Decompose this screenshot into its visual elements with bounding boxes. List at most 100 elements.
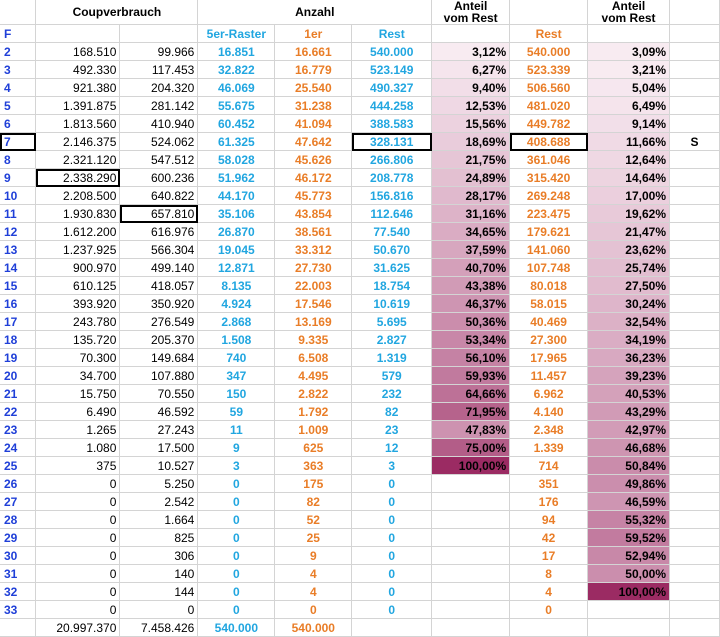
cell-coupverbrauch-b[interactable]: 107.880 — [119, 366, 199, 385]
cell-rest-2[interactable]: 58.015 — [509, 294, 589, 313]
cell-rest[interactable]: 579 — [351, 366, 433, 385]
cell-anteil-1[interactable] — [431, 474, 511, 493]
cell-anteil-1[interactable]: 24,89% — [431, 168, 511, 187]
cell-rest-2[interactable]: 269.248 — [509, 186, 589, 205]
cell-coupverbrauch-a[interactable]: 0 — [35, 600, 121, 619]
cell-anteil-2[interactable]: 32,54% — [587, 312, 670, 331]
header-anteil-2[interactable]: Anteil vom Rest — [587, 0, 670, 25]
cell-marker[interactable] — [669, 96, 720, 115]
cell-anteil-1[interactable]: 21,75% — [431, 150, 511, 169]
cell-anteil-2[interactable]: 6,49% — [587, 96, 670, 115]
subheader-5er-raster[interactable]: 5er-Raster — [197, 24, 276, 43]
cell-5er-raster[interactable]: 0 — [197, 474, 276, 493]
subheader-1er[interactable]: 1er — [274, 24, 353, 43]
cell-anteil-2[interactable]: 17,00% — [587, 186, 670, 205]
cell-1er[interactable]: 363 — [274, 456, 353, 475]
cell-marker[interactable] — [669, 348, 720, 367]
cell-rest[interactable]: 444.258 — [351, 96, 433, 115]
cell-rest[interactable]: 2.827 — [351, 330, 433, 349]
cell-coupverbrauch-a[interactable]: 1.930.830 — [35, 204, 121, 223]
cell-anteil-1[interactable] — [431, 564, 511, 583]
cell-anteil-2[interactable]: 3,21% — [587, 60, 670, 79]
cell-f[interactable]: 28 — [0, 510, 37, 529]
cell-5er-raster[interactable]: 1.508 — [197, 330, 276, 349]
cell-5er-raster[interactable]: 0 — [197, 528, 276, 547]
cell-marker[interactable] — [669, 402, 720, 421]
cell-rest[interactable]: 0 — [351, 600, 433, 619]
cell-empty[interactable] — [587, 618, 670, 637]
cell-coupverbrauch-a[interactable]: 375 — [35, 456, 121, 475]
cell-anteil-1[interactable]: 53,34% — [431, 330, 511, 349]
cell-empty[interactable] — [509, 0, 589, 25]
cell-marker[interactable] — [669, 204, 720, 223]
cell-coupverbrauch-a[interactable]: 243.780 — [35, 312, 121, 331]
cell-anteil-2[interactable]: 11,66% — [587, 132, 670, 151]
cell-1er[interactable]: 17.546 — [274, 294, 353, 313]
cell-rest[interactable]: 112.646 — [351, 204, 433, 223]
cell-empty[interactable] — [509, 618, 589, 637]
cell-rest-2[interactable]: 17.965 — [509, 348, 589, 367]
cell-5er-raster[interactable]: 46.069 — [197, 78, 276, 97]
cell-coupverbrauch-a[interactable]: 393.920 — [35, 294, 121, 313]
cell-5er-raster[interactable]: 2.868 — [197, 312, 276, 331]
cell-rest-2[interactable]: 481.020 — [509, 96, 589, 115]
cell-coupverbrauch-b[interactable]: 410.940 — [119, 114, 199, 133]
cell-marker[interactable] — [669, 582, 720, 601]
cell-rest[interactable]: 0 — [351, 546, 433, 565]
cell-coupverbrauch-a[interactable]: 1.080 — [35, 438, 121, 457]
cell-5er-raster[interactable]: 35.106 — [197, 204, 276, 223]
cell-coupverbrauch-a[interactable]: 34.700 — [35, 366, 121, 385]
cell-f[interactable]: 4 — [0, 78, 37, 97]
cell-marker[interactable] — [669, 456, 720, 475]
cell-1er[interactable]: 45.626 — [274, 150, 353, 169]
cell-empty[interactable] — [431, 618, 511, 637]
cell-coupverbrauch-a[interactable]: 1.237.925 — [35, 240, 121, 259]
cell-coupverbrauch-b[interactable]: 350.920 — [119, 294, 199, 313]
cell-1er[interactable]: 4 — [274, 564, 353, 583]
cell-anteil-1[interactable]: 40,70% — [431, 258, 511, 277]
cell-5er-raster[interactable]: 150 — [197, 384, 276, 403]
cell-rest-2[interactable]: 40.469 — [509, 312, 589, 331]
cell-anteil-1[interactable]: 56,10% — [431, 348, 511, 367]
cell-f[interactable]: 25 — [0, 456, 37, 475]
cell-rest-2[interactable]: 8 — [509, 564, 589, 583]
cell-anteil-1[interactable]: 37,59% — [431, 240, 511, 259]
cell-marker[interactable] — [669, 258, 720, 277]
cell-rest[interactable]: 3 — [351, 456, 433, 475]
cell-coupverbrauch-b[interactable]: 566.304 — [119, 240, 199, 259]
cell-1er[interactable]: 16.661 — [274, 42, 353, 61]
cell-1er[interactable]: 22.003 — [274, 276, 353, 295]
cell-anteil-1[interactable]: 47,83% — [431, 420, 511, 439]
cell-1er[interactable]: 625 — [274, 438, 353, 457]
cell-rest[interactable]: 540.000 — [351, 42, 433, 61]
cell-marker[interactable] — [669, 186, 720, 205]
cell-anteil-1[interactable]: 28,17% — [431, 186, 511, 205]
cell-1er[interactable]: 46.172 — [274, 168, 353, 187]
cell-coupverbrauch-b[interactable]: 99.966 — [119, 42, 199, 61]
cell-anteil-2[interactable]: 5,04% — [587, 78, 670, 97]
cell-marker[interactable] — [669, 546, 720, 565]
cell-f[interactable]: 12 — [0, 222, 37, 241]
cell-coupverbrauch-b[interactable]: 27.243 — [119, 420, 199, 439]
cell-f[interactable]: 9 — [0, 168, 37, 187]
cell-1er[interactable]: 45.773 — [274, 186, 353, 205]
cell-anteil-2[interactable] — [587, 600, 670, 619]
cell-anteil-2[interactable]: 49,86% — [587, 474, 670, 493]
cell-5er-raster[interactable]: 32.822 — [197, 60, 276, 79]
cell-anteil-2[interactable]: 23,62% — [587, 240, 670, 259]
cell-5er-raster[interactable]: 61.325 — [197, 132, 276, 151]
cell-f[interactable]: 33 — [0, 600, 37, 619]
cell-marker[interactable] — [669, 510, 720, 529]
cell-coupverbrauch-a[interactable]: 0 — [35, 546, 121, 565]
cell-rest-2[interactable]: 179.621 — [509, 222, 589, 241]
cell-marker[interactable] — [669, 222, 720, 241]
cell-anteil-1[interactable]: 50,36% — [431, 312, 511, 331]
cell-f[interactable]: 8 — [0, 150, 37, 169]
cell-coupverbrauch-a[interactable]: 921.380 — [35, 78, 121, 97]
cell-coupverbrauch-a[interactable]: 2.146.375 — [35, 132, 121, 151]
cell-rest-2[interactable]: 315.420 — [509, 168, 589, 187]
cell-coupverbrauch-b[interactable]: 144 — [119, 582, 199, 601]
cell-marker[interactable] — [669, 114, 720, 133]
cell-rest-2[interactable]: 506.560 — [509, 78, 589, 97]
cell-1er[interactable]: 6.508 — [274, 348, 353, 367]
